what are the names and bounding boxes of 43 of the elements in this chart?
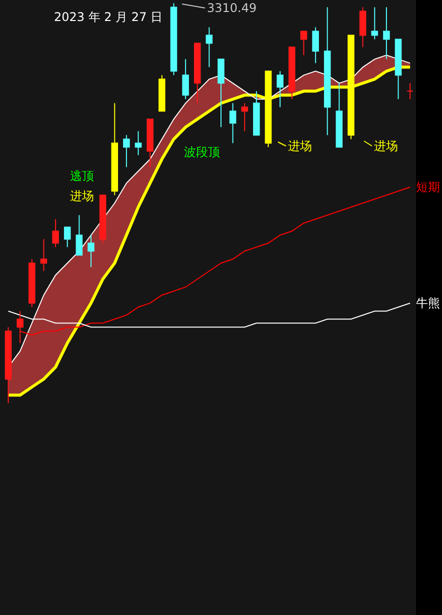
candlestick: [64, 226, 71, 248]
candlestick: [264, 70, 272, 148]
annotation: 波段顶: [184, 145, 220, 159]
candlestick: [276, 70, 284, 108]
candlestick: [324, 6, 331, 136]
candlestick: [371, 6, 378, 40]
candlestick: [52, 218, 59, 248]
candlestick: [288, 46, 296, 100]
candlestick: [383, 6, 390, 60]
candlestick: [28, 258, 36, 308]
annotation: 2023 年 2 月 27 日: [54, 10, 163, 24]
annotation: 进场: [70, 189, 94, 203]
annotation: 进场: [288, 139, 312, 153]
candlestick: [134, 130, 142, 156]
candlestick: [253, 90, 260, 136]
candlestick: [229, 102, 236, 144]
candlestick: [218, 58, 224, 128]
candlestick: [241, 102, 248, 132]
candlestick: [76, 214, 83, 256]
candlestick: [146, 118, 154, 168]
candlestick: [111, 102, 118, 196]
candlestick: [4, 326, 12, 404]
candlestick: [300, 30, 308, 56]
candlestick: [123, 134, 130, 168]
candlestick: [312, 26, 319, 64]
candlestick: [194, 42, 201, 104]
candlestick: [99, 194, 106, 244]
candlestick: [16, 310, 24, 344]
candlestick: [394, 38, 402, 100]
series-label: 短期: [416, 180, 440, 194]
candlestick: [40, 238, 48, 272]
candlestick: [170, 2, 178, 76]
annotation: 3310.49: [207, 1, 257, 15]
candlestick: [206, 26, 213, 68]
candlestick: [336, 82, 343, 148]
candlestick: [158, 74, 166, 112]
annotation: 进场: [374, 139, 398, 153]
series-label: 牛熊: [416, 296, 440, 310]
candlestick: [359, 6, 366, 48]
annotation: 逃顶: [70, 169, 94, 183]
candlestick: [88, 234, 94, 268]
candlestick: [182, 58, 189, 100]
candlestick: [406, 82, 414, 100]
